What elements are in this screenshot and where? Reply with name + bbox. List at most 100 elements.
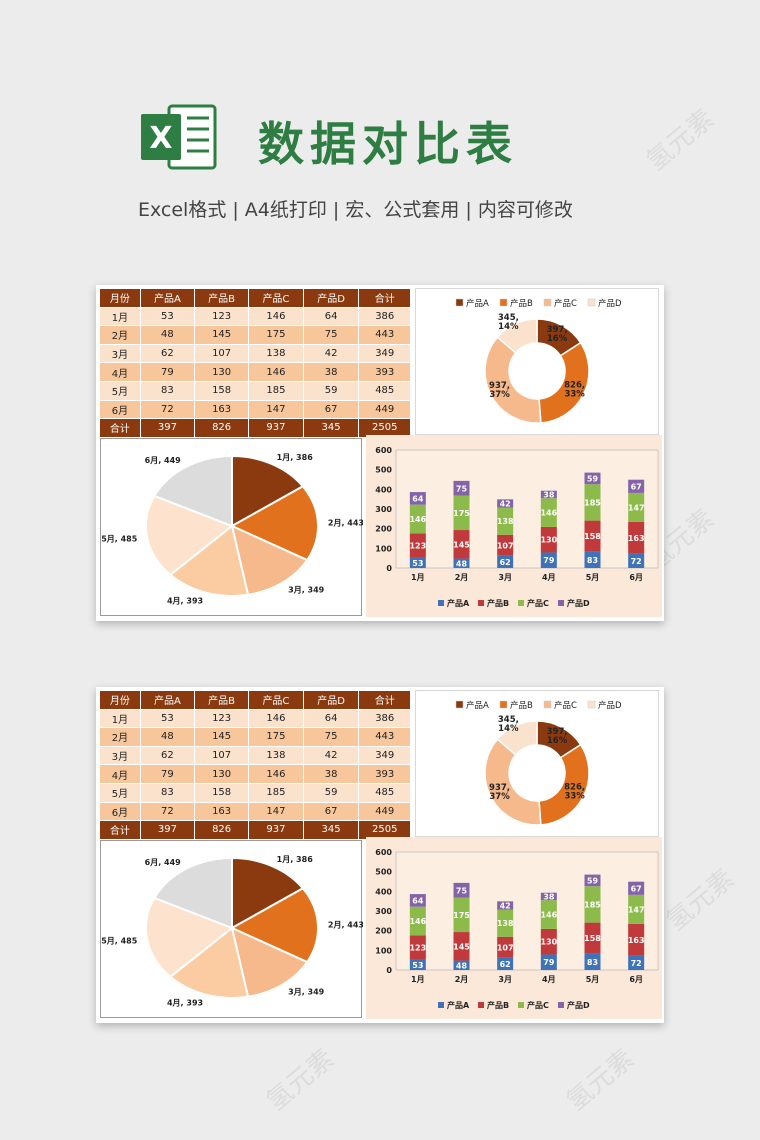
table-header-row: 月份 产品A 产品B 产品C 产品D 合计 [99,690,411,710]
y-tick-label: 600 [375,848,392,857]
bar-segment [628,492,645,522]
y-tick-label: 200 [375,525,392,534]
bar-segment [540,552,557,568]
donut-chart-svg: 产品A 产品B 产品C 产品D 397,16% 826,33% 937,37% 345,14% [455,700,622,826]
column-header: 产品A [139,288,196,308]
bar-segment [497,555,514,568]
x-tick-label: 1月 [411,975,425,984]
total-cell: 345 [302,418,360,438]
pie-data-label: 1月, 386 [277,453,314,462]
table-cell: 147 [248,801,304,822]
table-body: 1月 53 123 146 64 386 2月 48 145 175 75 443 3月 62 107 138… [99,306,411,438]
table-cell: 123 [193,708,250,729]
bar-segment [497,499,514,508]
page-header: X 数据对比表 Excel格式 | A4纸打印 | 宏、公式套用 | 内容可修改 [0,0,760,250]
table-cell: 4月 [99,362,141,382]
bar-segment [628,894,645,924]
table-body: 1月 53 123 146 64 386 2月 48 145 175 75 443 3月 62 107 138… [99,708,411,840]
pie-data-label: 5月, 485 [101,937,138,946]
bar-data-label: 64 [412,896,424,905]
table-cell: 72 [139,801,196,822]
bar-data-label: 146 [540,509,557,518]
table-cell: 48 [139,727,196,747]
donut-data-label: 937, [489,783,510,793]
bar-segment [628,521,645,554]
plot-area [395,449,659,569]
x-tick-label: 5月 [586,573,600,582]
table-cell: 123 [193,306,250,327]
legend-label: 产品C [527,598,549,608]
table-cell: 146 [248,362,304,382]
bar-data-label: 42 [500,901,511,910]
bar-data-label: 83 [587,958,598,967]
column-header: 产品B [193,690,250,710]
bar-data-label: 62 [500,960,511,969]
table-row: 1月 53 123 146 64 386 [99,306,411,327]
pie-data-label: 2月, 443 [328,518,363,527]
table-cell: 185 [248,782,304,803]
table-cell: 6月 [99,399,141,420]
data-table: 月份 产品A 产品B 产品C 产品D 合计 1月 53 123 146 64 386 2月 48 145 1… [99,288,411,438]
table-cell: 42 [302,343,360,364]
table-cell: 5月 [99,380,141,401]
bar-data-label: 83 [587,556,598,565]
bar-data-label: 75 [456,484,468,493]
bar-data-label: 53 [412,559,423,568]
bar-segment [584,922,601,954]
x-tick-label: 3月 [498,975,512,984]
legend-label: 产品C [527,1000,549,1010]
stacked-bar-chart: 0 100 200 300 400 500 600 53 123 146 64 1月 48 145 175 7… [366,435,662,617]
table-cell: 3月 [99,343,141,364]
legend-label: 产品B [487,1000,509,1010]
table-cell: 75 [302,325,360,345]
watermark-text: 氢元素 [261,1043,341,1117]
bar-data-label: 158 [584,532,601,541]
table-cell: 485 [358,782,411,803]
table-cell: 48 [139,325,196,345]
spreadsheet-preview-1: 月份 产品A 产品B 产品C 产品D 合计 1月 53 123 146 64 386 2月 48 145 1… [96,285,664,621]
table-cell: 62 [139,745,196,766]
column-header: 月份 [99,288,141,308]
page-title: 数据对比表 [258,117,518,171]
y-tick-label: 400 [375,485,392,494]
legend-label: 产品A [466,298,489,309]
legend-label: 产品D [567,598,590,608]
bar-data-label: 158 [584,934,601,943]
bar-segment [497,957,514,970]
donut-data-label: 14% [498,322,519,332]
bar-data-label: 146 [409,515,426,524]
table-cell: 38 [302,764,360,784]
y-tick-label: 500 [375,868,392,877]
donut-data-label: 33% [564,792,585,802]
table-row: 3月 62 107 138 42 349 [99,343,411,364]
y-tick-label: 400 [375,887,392,896]
donut-data-label: 37% [489,792,510,802]
table-cell: 67 [302,399,360,420]
bar-segment [453,495,470,531]
bar-segment [540,526,557,553]
bar-segment [409,906,426,936]
bar-data-label: 72 [631,557,642,566]
legend-swatch [438,600,444,606]
legend-swatch [587,298,596,307]
bar-data-label: 72 [631,959,642,968]
table-cell: 485 [358,380,411,401]
table-cell: 386 [358,708,411,729]
legend-swatch [587,700,596,709]
legend-swatch [478,1002,484,1008]
x-tick-label: 1月 [411,573,425,582]
table-row: 5月 83 158 185 59 485 [99,380,411,401]
pie-chart: 1月, 386 2月, 443 3月, 349 4月, 393 5月, 485 6月, 4… [100,840,364,1018]
table-cell: 53 [139,708,196,729]
y-tick-label: 100 [375,946,392,955]
y-tick-label: 200 [375,927,392,936]
table-row: 4月 79 130 146 38 393 [99,764,411,784]
donut-data-label: 16% [547,736,568,746]
pie-slice [168,524,250,597]
table-row: 6月 72 163 147 67 449 [99,801,411,822]
table-cell: 6月 [99,801,141,822]
bar-data-label: 48 [456,559,468,568]
y-tick-label: 300 [375,907,392,916]
total-row: 合计 397 826 937 345 2505 [99,820,411,840]
bar-segment [497,901,514,910]
